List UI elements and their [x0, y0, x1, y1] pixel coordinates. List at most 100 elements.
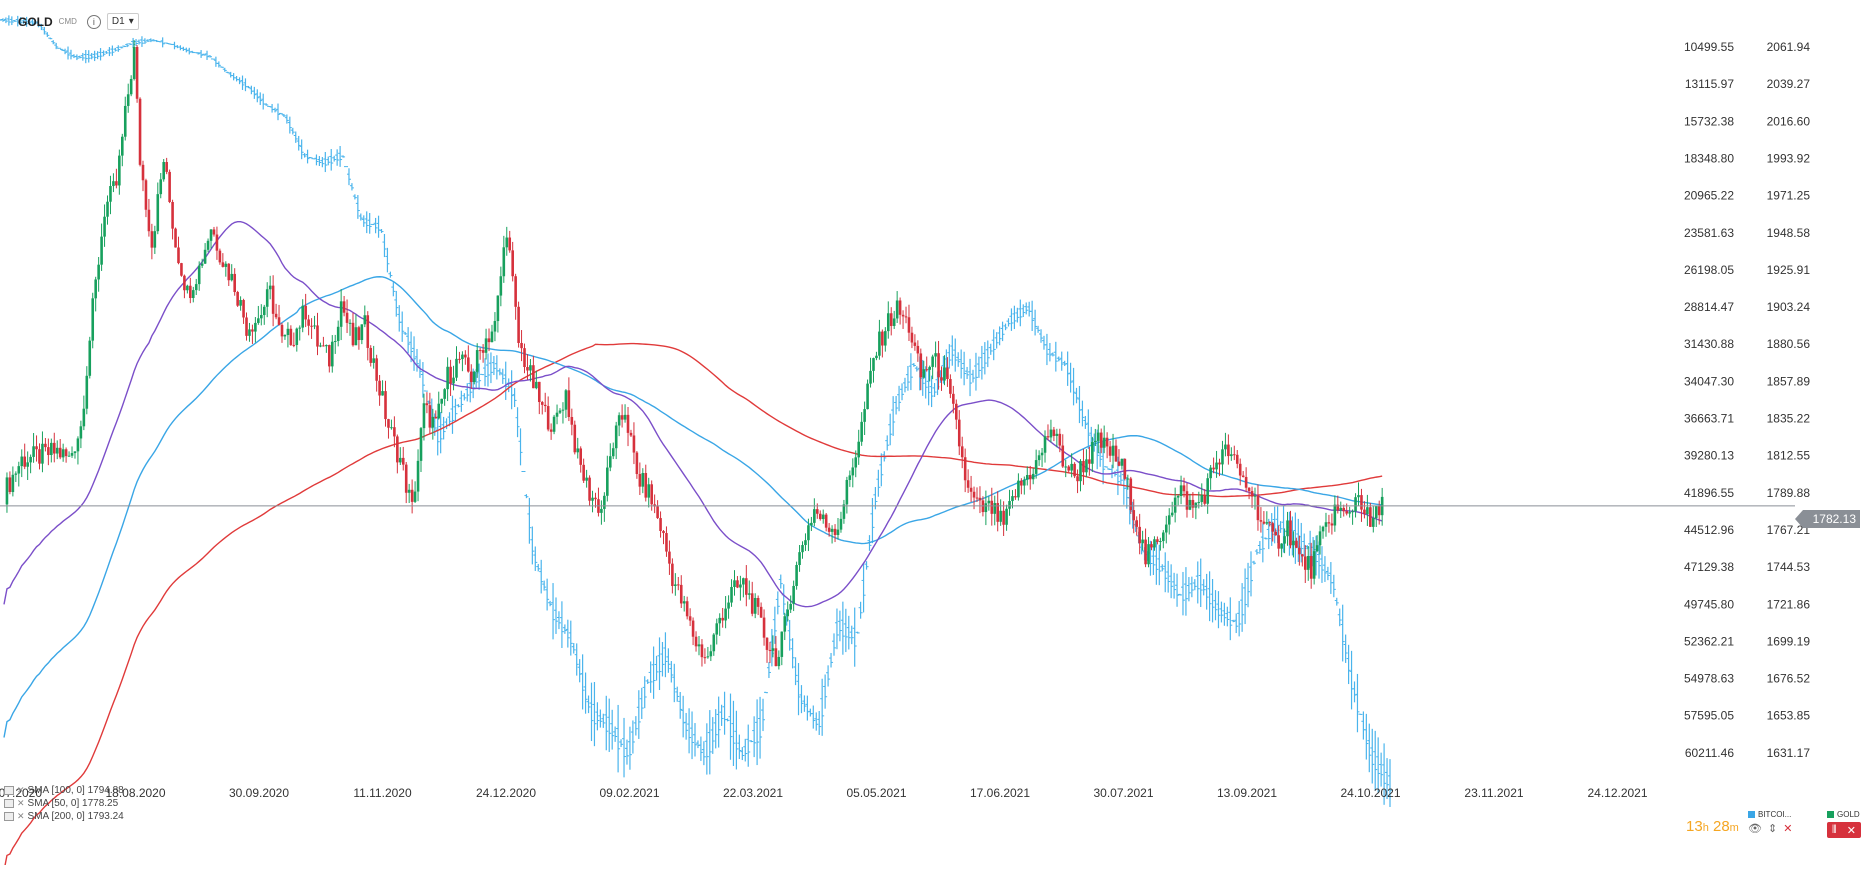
eye-icon[interactable]: 👁 [1748, 823, 1762, 835]
gold-candle-body [215, 234, 219, 251]
gold-candle-body [523, 348, 526, 368]
gold-candle-body [478, 350, 482, 352]
bitcoin-tick-label: 49745.80 [1684, 597, 1734, 611]
gold-candle-body [641, 473, 645, 487]
gold-candle-body [1188, 499, 1192, 510]
close-icon[interactable]: ✕ [1846, 824, 1856, 837]
gold-candle-body [975, 497, 979, 499]
gold-candle-body [1091, 441, 1094, 464]
gold-candle-body [1076, 476, 1079, 482]
time-tick-label: 24.12.2020 [476, 786, 536, 800]
gold-candle-body [55, 447, 59, 454]
sma-100-path [3, 276, 1383, 738]
gold-candle-body [91, 298, 95, 341]
gold-candle-body [100, 236, 103, 265]
close-icon[interactable]: ✕ [17, 811, 25, 821]
gold-candle-body [354, 327, 358, 346]
gold-candle-body [301, 305, 305, 328]
gold-candle-body [1055, 433, 1059, 436]
bitcoin-label: BITCOI... [1758, 810, 1792, 819]
gold-instrument[interactable]: GOLD [1827, 810, 1860, 819]
bitcoin-tick-label: 60211.46 [1685, 746, 1734, 760]
gold-candle-body [475, 350, 479, 372]
gold-candle-body [1043, 436, 1047, 453]
gold-candle-body [118, 155, 121, 186]
gold-candle-body [262, 306, 266, 316]
gold-candle-body [1049, 429, 1053, 438]
gold-candle-body [396, 436, 399, 463]
gold-candle-body [1099, 432, 1103, 448]
gold-candle-body [798, 552, 801, 565]
gold-candle-body [150, 231, 154, 248]
legend-item[interactable]: ✕ SMA [50, 0] 1778.25 [4, 797, 124, 810]
gold-candle-body [895, 300, 899, 319]
gold-candle-body [1200, 494, 1204, 502]
gold-candle-body [1011, 496, 1014, 502]
bitcoin-instrument[interactable]: BITCOI... [1748, 810, 1791, 819]
gold-candle-body [401, 457, 405, 465]
gold-candle-body [1301, 554, 1304, 557]
gold-controls[interactable]: ⫴ ✕ [1827, 822, 1861, 838]
gold-candle-body [1230, 454, 1233, 457]
gold-candle-body [180, 263, 183, 276]
time-axis: 06.07.202018.08.202030.09.202011.11.2020… [0, 786, 1648, 800]
gold-candle-body [727, 602, 730, 609]
legend-item[interactable]: ✕ SMA [100, 0] 1794.88 [4, 784, 124, 797]
settings-icon[interactable] [4, 786, 14, 795]
gold-candle-body [928, 366, 931, 370]
gold-candle-body [529, 365, 532, 371]
gold-candle-body [511, 250, 514, 277]
gold-candle-body [700, 644, 704, 658]
gold-candle-body [1123, 458, 1127, 479]
info-circle-icon[interactable]: i [86, 14, 101, 29]
close-icon[interactable]: ✕ [17, 785, 25, 795]
gold-candle-body [58, 447, 62, 458]
gold-candle-body [206, 240, 210, 250]
settings-icon[interactable] [4, 812, 14, 821]
gold-candle-body [404, 464, 408, 493]
bitcoin-tick-label: 28814.47 [1684, 300, 1734, 314]
gold-candle-body [1247, 487, 1251, 492]
candle-timer: 13h 28m [1686, 818, 1739, 835]
gold-candle-body [1215, 462, 1218, 470]
gold-candle-body [97, 264, 100, 280]
gold-candle-body [954, 403, 958, 420]
gold-candle-body [487, 338, 491, 343]
gold-candle-body [940, 377, 943, 381]
gold-candle-body [1374, 506, 1378, 519]
gold-candle-body [913, 342, 917, 346]
symbol-label[interactable]: GOLD [18, 14, 53, 29]
sort-icon[interactable]: ⇕ [1767, 823, 1778, 835]
sma-200-line [3, 342, 1383, 870]
gold-candle-body [1315, 545, 1319, 552]
timeframe-select[interactable]: D1 ▾ [106, 13, 139, 30]
gold-candle-body [449, 366, 452, 384]
close-icon[interactable]: ✕ [1783, 823, 1793, 835]
gold-candle-body [765, 637, 769, 650]
gold-candle-body [1162, 532, 1165, 542]
candles-icon[interactable]: ⫴ [1832, 823, 1837, 836]
settings-icon[interactable] [4, 799, 14, 808]
legend-item[interactable]: ✕ SMA [200, 0] 1793.24 [4, 810, 124, 823]
gold-candle-body [1363, 509, 1366, 515]
gold-candle-body [295, 328, 299, 345]
gold-candle-body [496, 295, 500, 322]
close-icon[interactable]: ✕ [17, 798, 25, 808]
gold-candle-body [839, 518, 843, 530]
gold-label: GOLD [1837, 810, 1860, 819]
gold-candle-body [410, 489, 414, 502]
gold-candle-body [821, 514, 825, 520]
gold-candle-body [535, 381, 538, 389]
gold-candle-body [1156, 539, 1159, 542]
gold-candle-body [197, 265, 201, 285]
gold-candle-body [186, 285, 189, 291]
gold-candle-body [514, 276, 517, 307]
gold-candle-body [1111, 445, 1115, 456]
gold-candle-body [712, 634, 716, 652]
gold-candle-body [1046, 436, 1050, 438]
gold-candle-body [1088, 459, 1091, 464]
gold-candle-body [325, 345, 328, 347]
gold-candle-body [922, 369, 926, 378]
